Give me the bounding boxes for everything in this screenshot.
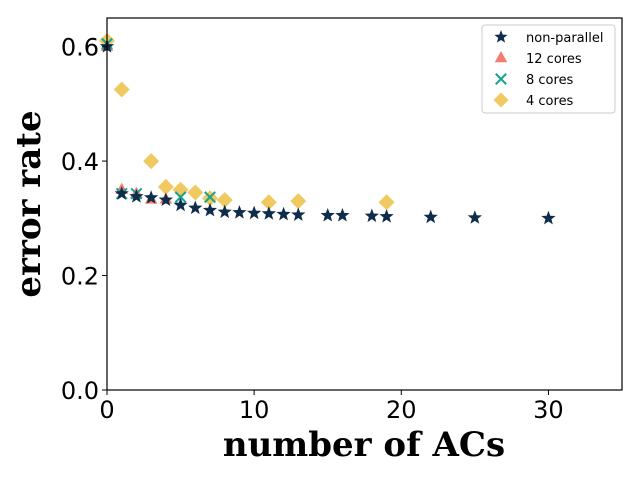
data-point	[260, 194, 277, 211]
data-point	[188, 200, 203, 215]
data-point	[143, 153, 160, 170]
legend-marker	[494, 51, 508, 63]
legend-item: 8 cores	[495, 73, 574, 88]
data-point	[174, 191, 187, 204]
y-axis-title: error rate	[9, 110, 49, 297]
legend-frame	[481, 24, 616, 114]
legend-label: non-parallel	[526, 31, 604, 46]
y-tick-label: 0.4	[61, 148, 99, 176]
y-tick-label: 0.2	[61, 263, 99, 291]
data-point	[291, 207, 306, 221]
data-point	[276, 206, 291, 221]
data-point	[157, 178, 174, 195]
data-point	[467, 210, 482, 224]
x-tick-label: 0	[99, 396, 114, 424]
data-point	[113, 81, 130, 98]
legend-marker	[493, 92, 509, 108]
data-point	[144, 190, 159, 204]
data-point	[217, 204, 232, 219]
data-point	[290, 193, 307, 210]
legend-marker	[495, 73, 507, 85]
x-tick-label: 10	[239, 396, 270, 424]
series-12-cores	[100, 39, 173, 204]
legend-label: 8 cores	[526, 73, 574, 88]
data-point	[423, 209, 438, 224]
legend-label: 12 cores	[526, 52, 582, 67]
y-tick-label: 0.6	[61, 34, 99, 62]
data-point	[261, 206, 276, 220]
data-point	[129, 189, 144, 203]
plot-area-frame	[106, 17, 623, 391]
data-point	[158, 192, 173, 207]
data-point	[216, 191, 233, 208]
legend-item: non-parallel	[494, 30, 604, 46]
plot-marks	[99, 32, 556, 225]
data-point	[335, 207, 350, 222]
x-tick-label: 30	[533, 396, 564, 424]
data-point	[187, 184, 204, 201]
data-point	[379, 209, 394, 223]
x-tick-label: 20	[386, 396, 417, 424]
data-point	[541, 210, 556, 225]
axis-ticks: 0 10 20 30 0.0 0.2 0.4 0.6	[61, 34, 564, 424]
data-point	[247, 205, 262, 220]
legend-item: 4 cores	[493, 92, 574, 109]
legend-label: 4 cores	[526, 94, 574, 109]
legend: non-parallel 12 cores 8 cores 4 cores	[481, 24, 616, 114]
data-point	[320, 207, 335, 222]
data-point	[378, 194, 395, 211]
data-point	[364, 208, 379, 223]
legend-item: 12 cores	[494, 51, 582, 67]
data-point	[172, 181, 189, 198]
x-axis-title: number of ACs	[223, 425, 505, 465]
data-point	[202, 202, 218, 217]
y-tick-label: 0.0	[61, 377, 99, 405]
series-8-cores	[101, 37, 216, 204]
data-point	[173, 197, 188, 212]
data-point	[114, 186, 129, 200]
series-4-cores	[99, 32, 395, 211]
legend-marker	[494, 30, 508, 43]
data-point	[204, 191, 216, 204]
data-point	[232, 205, 247, 219]
